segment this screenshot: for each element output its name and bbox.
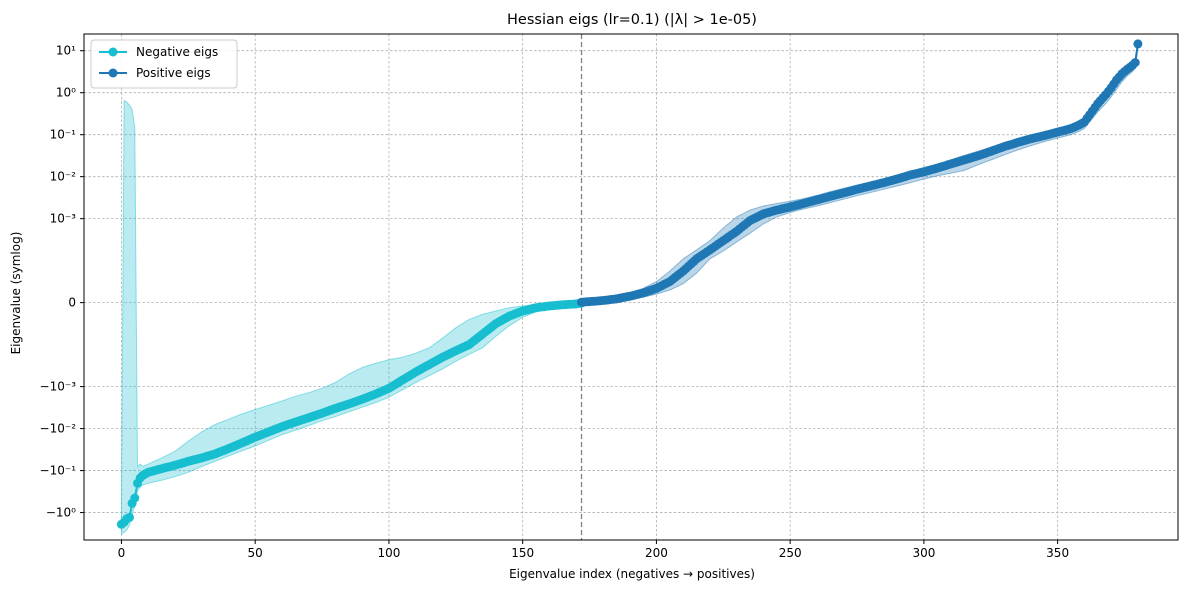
legend-label: Negative eigs [136, 45, 218, 59]
series-point-1 [1130, 58, 1140, 68]
x-tick-label: 350 [1046, 546, 1069, 560]
legend: Negative eigs Positive eigs [90, 39, 238, 89]
x-tick-label: 300 [912, 546, 935, 560]
y-tick-label: −10⁻² [40, 422, 77, 436]
series-point-0 [125, 512, 134, 522]
y-tick-label: −10⁻¹ [40, 464, 77, 478]
series-point-0 [130, 493, 140, 503]
x-axis-title: Eigenvalue index (negatives → positives) [509, 567, 755, 581]
series-points [116, 39, 1143, 529]
y-axis-title: Eigenvalue (symlog) [9, 232, 23, 355]
legend-box [90, 39, 238, 89]
x-tick-label: 200 [645, 546, 668, 560]
series-point-1 [1133, 39, 1143, 49]
y-tick-label: 0 [68, 296, 76, 310]
y-tick-label: −10⁰ [46, 506, 76, 520]
legend-marker [108, 68, 118, 78]
x-tick-label: 0 [118, 546, 126, 560]
legend-marker [108, 47, 118, 57]
y-tick-label: 10¹ [56, 44, 76, 58]
chart-title: Hessian eigs (lr=0.1) (|λ| > 1e-05) [507, 12, 757, 28]
plot-frame [83, 33, 1179, 541]
x-tick-label: 50 [248, 546, 263, 560]
x-tick-label: 150 [511, 546, 534, 560]
y-tick-label: 10⁻¹ [50, 128, 77, 142]
y-tick-label: 10⁰ [56, 86, 76, 100]
x-axis-ticks: 0 50 100 150 200 250 300 350 [118, 540, 1069, 560]
y-tick-label: 10⁻² [50, 170, 77, 184]
x-tick-label: 100 [377, 546, 400, 560]
y-tick-label: 10⁻³ [50, 212, 77, 226]
legend-label: Positive eigs [136, 66, 211, 80]
y-tick-label: −10⁻³ [40, 380, 77, 394]
y-axis-ticks: −10⁰ −10⁻¹ −10⁻² −10⁻³ 0 10⁻³ 10⁻² 10⁻¹ 10⁰ 10¹ [40, 44, 84, 520]
x-tick-label: 250 [779, 546, 802, 560]
plot-area [83, 33, 1179, 541]
